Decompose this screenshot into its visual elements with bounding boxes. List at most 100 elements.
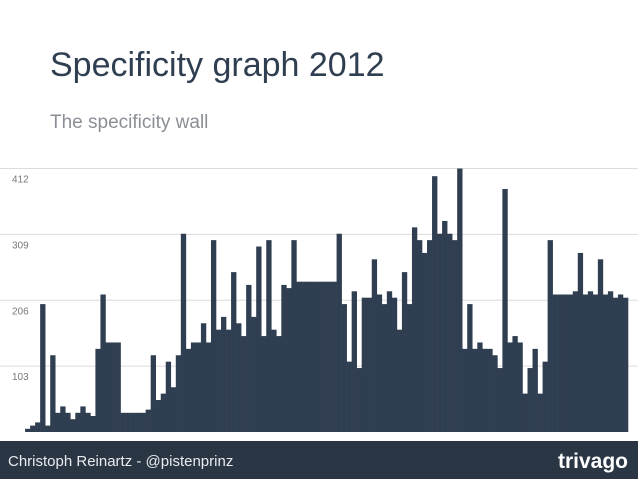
bar bbox=[296, 281, 302, 432]
bar bbox=[190, 342, 197, 432]
bar bbox=[271, 329, 277, 432]
footer-bar bbox=[0, 441, 638, 479]
bar bbox=[261, 336, 267, 432]
bar bbox=[251, 316, 257, 432]
bar bbox=[507, 342, 513, 432]
bar bbox=[502, 188, 508, 432]
bar bbox=[110, 342, 116, 432]
bar bbox=[427, 240, 433, 432]
bar bbox=[386, 291, 393, 432]
bar bbox=[281, 284, 287, 432]
bar bbox=[135, 412, 141, 432]
bar bbox=[477, 342, 483, 432]
bar bbox=[150, 355, 157, 432]
bar bbox=[432, 176, 438, 432]
bar bbox=[170, 387, 177, 432]
bar bbox=[105, 342, 111, 432]
bar bbox=[50, 355, 56, 432]
bar bbox=[256, 246, 262, 432]
bar bbox=[582, 294, 589, 432]
bar bbox=[321, 281, 327, 432]
bar bbox=[205, 342, 212, 432]
bar bbox=[572, 291, 579, 432]
bar bbox=[406, 304, 413, 432]
bar bbox=[85, 412, 91, 432]
bar bbox=[462, 348, 468, 432]
bar bbox=[35, 422, 41, 432]
bar bbox=[587, 291, 594, 432]
bar bbox=[100, 294, 106, 432]
bar bbox=[437, 233, 443, 432]
bar bbox=[90, 416, 96, 432]
bar bbox=[145, 409, 151, 432]
bar bbox=[60, 406, 66, 432]
bar bbox=[226, 329, 232, 432]
bar bbox=[231, 272, 237, 432]
bar bbox=[482, 348, 488, 432]
bar bbox=[155, 400, 162, 432]
bar bbox=[266, 240, 272, 432]
bar bbox=[391, 297, 398, 432]
bar bbox=[70, 419, 76, 432]
bar bbox=[557, 294, 563, 432]
bar bbox=[567, 294, 574, 432]
bar bbox=[492, 355, 498, 432]
bar bbox=[537, 393, 543, 432]
footer-author: Christoph Reinartz - @pistenprinz bbox=[8, 453, 233, 470]
bar bbox=[366, 297, 373, 432]
bar bbox=[336, 233, 342, 432]
bar bbox=[301, 281, 307, 432]
bar bbox=[306, 281, 312, 432]
bar bbox=[55, 412, 61, 432]
bar bbox=[115, 342, 121, 432]
bar bbox=[125, 412, 131, 432]
bar bbox=[140, 412, 146, 432]
bar bbox=[311, 281, 317, 432]
bar bbox=[165, 361, 172, 432]
bar bbox=[532, 348, 538, 432]
y-tick-label: 412 bbox=[12, 175, 29, 186]
bar bbox=[185, 348, 192, 432]
bar bbox=[542, 361, 548, 432]
bar bbox=[80, 406, 86, 432]
bar bbox=[346, 361, 352, 432]
plot: 103 206 309 412 bbox=[0, 168, 638, 432]
bar bbox=[522, 393, 528, 432]
bar bbox=[246, 284, 252, 432]
bar bbox=[452, 240, 458, 432]
bar bbox=[351, 291, 357, 432]
bar bbox=[447, 233, 453, 432]
bar bbox=[607, 291, 614, 432]
bar bbox=[411, 227, 418, 432]
bar bbox=[497, 368, 503, 432]
bar bbox=[487, 348, 493, 432]
chart-subtitle: The specificity wall bbox=[50, 112, 208, 133]
bar bbox=[65, 412, 71, 432]
y-tick-label: 206 bbox=[12, 306, 29, 317]
bar bbox=[210, 240, 217, 432]
bar bbox=[130, 412, 136, 432]
bar bbox=[422, 252, 428, 432]
y-tick-label: 103 bbox=[12, 372, 29, 383]
bar bbox=[75, 412, 81, 432]
bar bbox=[527, 368, 533, 432]
bar bbox=[512, 336, 518, 432]
bar bbox=[221, 316, 227, 432]
bar bbox=[371, 259, 378, 432]
bar bbox=[216, 329, 222, 432]
bar bbox=[160, 393, 167, 432]
bar bbox=[597, 259, 604, 432]
bar bbox=[612, 297, 619, 432]
bar bbox=[241, 336, 247, 432]
bar bbox=[236, 323, 242, 432]
bar bbox=[25, 428, 31, 432]
bar bbox=[622, 297, 629, 432]
bar bbox=[361, 297, 368, 432]
bar bbox=[396, 329, 403, 432]
bar bbox=[30, 425, 36, 432]
bar bbox=[472, 348, 478, 432]
bar bbox=[175, 355, 182, 432]
bar bbox=[331, 281, 337, 432]
